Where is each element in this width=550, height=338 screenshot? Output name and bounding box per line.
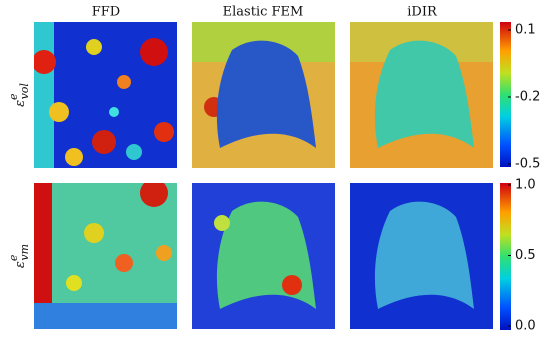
heatmap [350,22,493,168]
tick-label: -0.2 [515,90,540,105]
heatmap [34,22,177,168]
row-label-sup: e [7,93,20,100]
tick-label: 0.0 [515,319,536,334]
heatmap [34,183,177,329]
heatmap [192,22,335,168]
colorbar [500,183,511,330]
column-title: FFD [92,5,120,20]
colorbar [500,22,511,167]
tick-label: 1.0 [515,178,536,193]
row-label-base: ε [13,100,28,107]
row-label-base: ε [13,261,28,268]
row-label: εevm [7,244,31,268]
heatmap [192,183,335,329]
column-title: Elastic FEM [223,5,304,20]
column-title: iDIR [407,5,438,20]
row-label-sub: vol [18,83,31,100]
row-label-sub: vm [18,244,31,261]
tick-label: -0.5 [515,157,540,172]
heatmap [350,183,493,329]
tick-label: 0.5 [515,248,536,263]
tick-label: 0.1 [515,23,536,38]
row-label: εevol [7,83,31,107]
row-label-sup: e [7,254,20,261]
